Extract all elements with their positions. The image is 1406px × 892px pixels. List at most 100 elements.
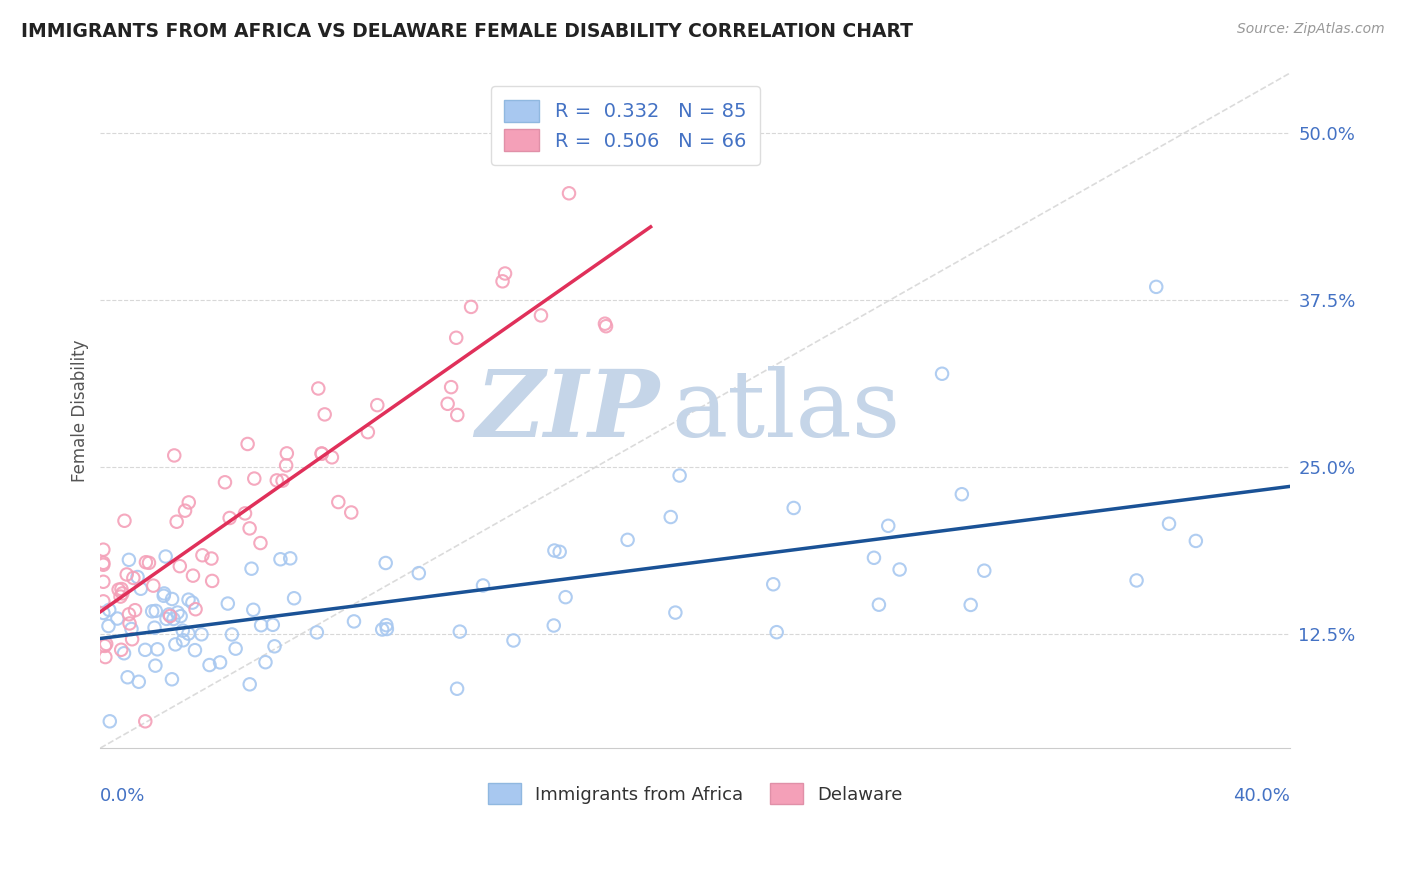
- Point: [166, 515, 188, 529]
- Point: [449, 624, 471, 639]
- Point: [242, 603, 264, 617]
- Point: [444, 331, 467, 345]
- Point: [135, 555, 157, 569]
- Point: [502, 633, 524, 648]
- Point: [91, 556, 114, 570]
- Point: [863, 550, 886, 565]
- Point: [762, 577, 785, 591]
- Point: [950, 487, 973, 501]
- Point: [121, 632, 143, 647]
- Point: [307, 382, 329, 396]
- Point: [243, 472, 266, 486]
- Point: [91, 542, 114, 557]
- Point: [94, 650, 117, 665]
- Point: [201, 574, 224, 588]
- Point: [664, 606, 686, 620]
- Point: [118, 553, 141, 567]
- Point: [1185, 533, 1208, 548]
- Point: [184, 643, 207, 657]
- Point: [374, 556, 396, 570]
- Point: [271, 474, 294, 488]
- Point: [124, 603, 146, 617]
- Point: [110, 642, 132, 657]
- Point: [143, 621, 166, 635]
- Point: [134, 643, 156, 657]
- Point: [118, 616, 141, 631]
- Point: [558, 186, 581, 201]
- Point: [209, 656, 232, 670]
- Point: [155, 612, 177, 626]
- Point: [269, 552, 291, 566]
- Point: [122, 571, 145, 585]
- Point: [153, 586, 176, 600]
- Point: [472, 578, 495, 592]
- Point: [112, 646, 135, 660]
- Point: [141, 604, 163, 618]
- Point: [263, 640, 285, 654]
- Point: [868, 598, 890, 612]
- Point: [276, 446, 298, 460]
- Point: [172, 633, 194, 648]
- Point: [105, 611, 128, 625]
- Point: [659, 510, 682, 524]
- Point: [616, 533, 638, 547]
- Point: [159, 609, 181, 624]
- Point: [174, 504, 197, 518]
- Point: [115, 567, 138, 582]
- Point: [783, 500, 806, 515]
- Point: [191, 548, 214, 562]
- Point: [96, 637, 118, 651]
- Text: IMMIGRANTS FROM AFRICA VS DELAWARE FEMALE DISABILITY CORRELATION CHART: IMMIGRANTS FROM AFRICA VS DELAWARE FEMAL…: [21, 22, 912, 41]
- Legend: Immigrants from Africa, Delaware: Immigrants from Africa, Delaware: [479, 774, 911, 814]
- Point: [314, 408, 336, 422]
- Point: [305, 625, 328, 640]
- Point: [184, 602, 207, 616]
- Point: [931, 367, 953, 381]
- Point: [107, 582, 129, 597]
- Y-axis label: Female Disability: Female Disability: [72, 339, 89, 482]
- Point: [110, 590, 132, 604]
- Point: [145, 658, 167, 673]
- Point: [217, 597, 239, 611]
- Point: [239, 521, 262, 535]
- Point: [357, 425, 380, 439]
- Point: [157, 607, 180, 622]
- Point: [138, 556, 160, 570]
- Point: [165, 637, 187, 651]
- Point: [446, 681, 468, 696]
- Point: [155, 549, 177, 564]
- Point: [668, 468, 690, 483]
- Point: [249, 536, 271, 550]
- Point: [311, 447, 333, 461]
- Point: [1144, 280, 1167, 294]
- Point: [128, 674, 150, 689]
- Point: [240, 562, 263, 576]
- Point: [181, 596, 204, 610]
- Point: [440, 380, 463, 394]
- Point: [169, 559, 191, 574]
- Point: [973, 564, 995, 578]
- Point: [177, 495, 200, 509]
- Point: [548, 545, 571, 559]
- Point: [221, 627, 243, 641]
- Point: [375, 618, 398, 632]
- Point: [530, 309, 553, 323]
- Point: [366, 398, 388, 412]
- Point: [239, 677, 262, 691]
- Point: [311, 446, 333, 460]
- Point: [436, 397, 458, 411]
- Point: [190, 627, 212, 641]
- Point: [169, 609, 191, 624]
- Point: [97, 619, 120, 633]
- Point: [343, 615, 366, 629]
- Text: 40.0%: 40.0%: [1233, 787, 1291, 805]
- Point: [129, 582, 152, 596]
- Point: [163, 449, 186, 463]
- Point: [250, 618, 273, 632]
- Point: [595, 319, 617, 334]
- Point: [200, 551, 222, 566]
- Point: [278, 551, 301, 566]
- Point: [494, 267, 516, 281]
- Point: [198, 658, 221, 673]
- Point: [254, 655, 277, 669]
